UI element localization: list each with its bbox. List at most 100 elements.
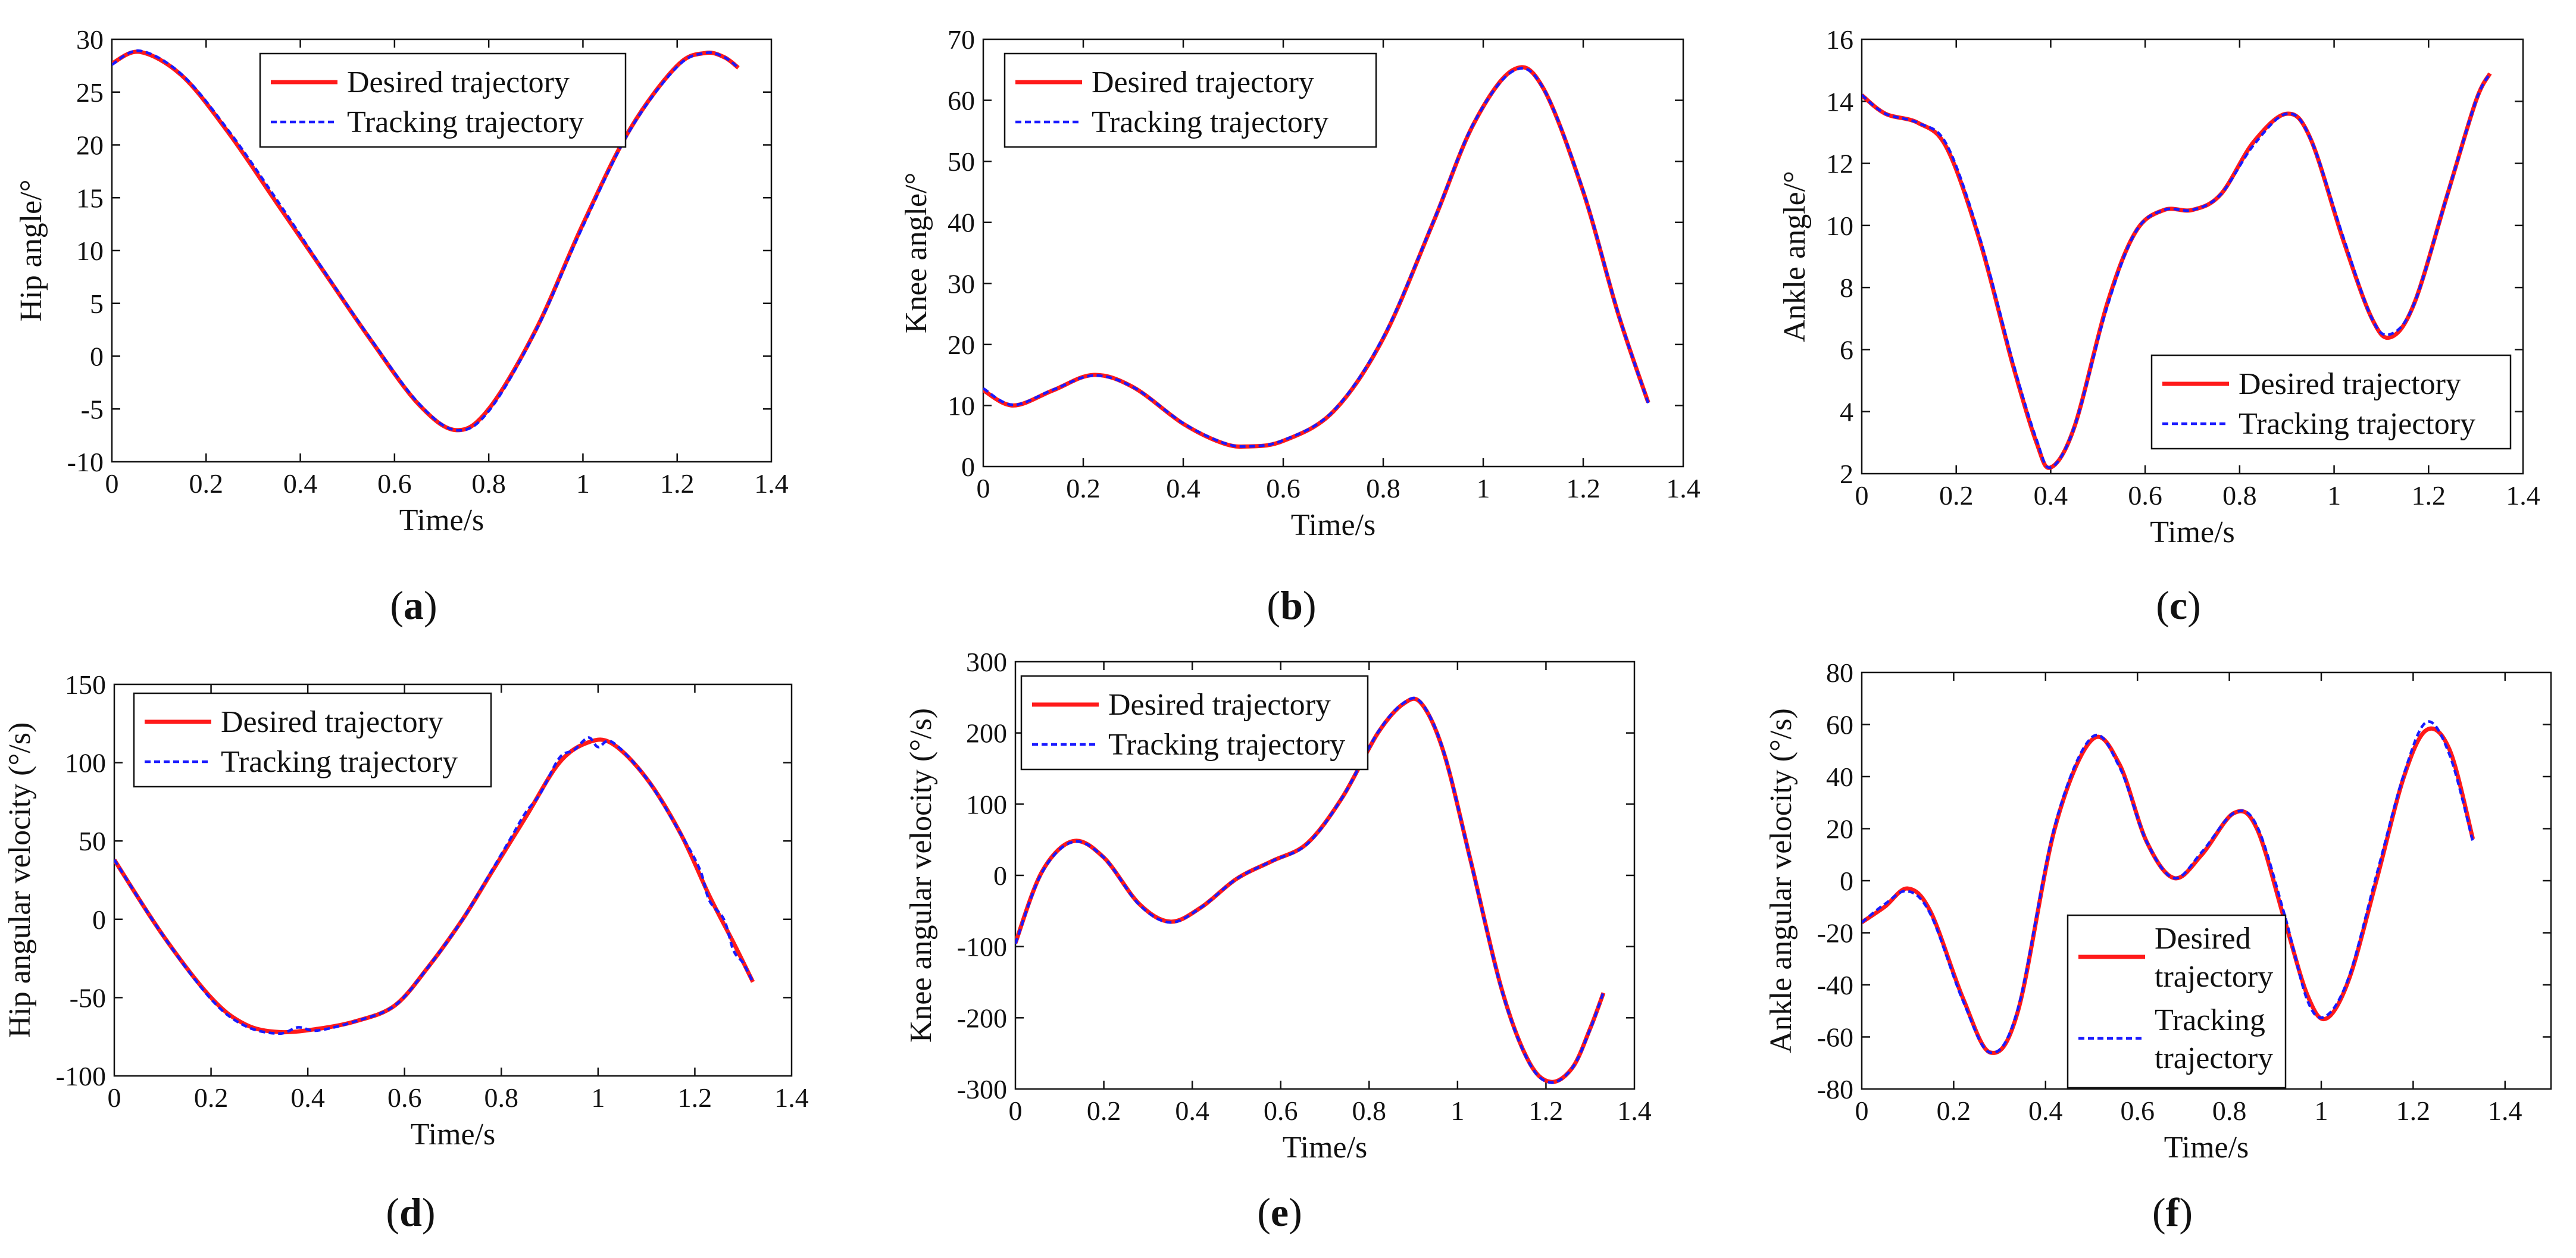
legend-label-tracking: Tracking trajectory (1092, 105, 1328, 139)
x-tick-label: 1.4 (1666, 473, 1700, 503)
x-tick-label: 1 (2315, 1096, 2328, 1126)
y-tick-label: 60 (948, 86, 975, 116)
chart-panel-e: 0 0.2 0.4 0.6 0.8 1 1.2 1.4 -300 -200 -100 0 100 200 3… (904, 647, 1652, 1235)
x-tick-label: 0.8 (484, 1082, 519, 1113)
y-tick-label: 0 (993, 860, 1007, 891)
x-tick-label: 0 (1855, 1096, 1869, 1126)
y-tick-label: 5 (90, 289, 104, 319)
series-desired-line (112, 49, 740, 433)
legend-box (1020, 675, 1369, 771)
legend-label-tracking: Tracking trajectory (1108, 728, 1345, 762)
y-tick-label: 0 (961, 452, 975, 482)
series-tracking-line (1862, 720, 2474, 1054)
y-tick-label: 70 (948, 24, 975, 55)
x-axis-label: Time/s (2150, 515, 2235, 549)
x-tick-label: 0 (108, 1082, 121, 1113)
panel-caption-d: (d) (386, 1190, 435, 1235)
x-tick-label: 1.4 (774, 1082, 809, 1113)
x-tick-label: 1 (576, 468, 590, 499)
legend-box (1003, 52, 1377, 148)
y-axis-label: Ankle angle/° (1778, 171, 1812, 342)
legend: Desired trajectory Tracking trajectory (2067, 914, 2287, 1089)
x-tick-label: 1.4 (1617, 1096, 1652, 1126)
legend-label-tracking: Tracking trajectory (347, 105, 584, 139)
x-tick-label: 0.6 (377, 468, 412, 499)
y-tick-label: 2 (1840, 459, 1853, 489)
y-tick-label: -5 (81, 394, 104, 424)
legend-box (2150, 354, 2512, 450)
y-tick-label: 100 (65, 748, 106, 778)
y-tick-label: 300 (966, 647, 1007, 677)
x-tick-label: 0 (1009, 1096, 1023, 1126)
y-tick-label: 20 (948, 330, 975, 360)
y-tick-label: 100 (966, 789, 1007, 819)
x-axis-label: Time/s (411, 1118, 496, 1151)
y-tick-label: 50 (948, 146, 975, 177)
x-tick-label: 1.2 (678, 1082, 712, 1113)
y-tick-label: 0 (90, 342, 104, 372)
y-tick-label: 10 (948, 390, 975, 421)
legend: Desired trajectory Tracking trajectory (133, 692, 492, 788)
x-tick-label: 1.4 (2506, 480, 2540, 511)
panel-caption-c: (c) (2156, 583, 2201, 628)
x-tick-label: 1.2 (660, 468, 695, 499)
y-tick-label: -300 (957, 1074, 1007, 1104)
x-axis-label: Time/s (2164, 1131, 2249, 1165)
y-tick-label: 8 (1840, 273, 1853, 303)
x-tick-label: 1.2 (2412, 480, 2446, 511)
legend-box (2067, 914, 2287, 1089)
x-tick-label: 0.4 (2034, 480, 2068, 511)
y-axis-label: Hip angular velocity (°/s) (3, 722, 37, 1038)
x-tick-label: 0.4 (283, 468, 318, 499)
y-tick-label: 25 (76, 77, 104, 108)
x-tick-label: 0.2 (1066, 473, 1101, 503)
y-tick-label: 40 (1826, 762, 1853, 792)
y-axis-label: Hip angle/° (14, 180, 48, 322)
chart-panel-c: 0 0.2 0.4 0.6 0.8 1 1.2 1.4 2 4 6 8 10 12 14 16 Time/s An… (1778, 24, 2540, 628)
x-tick-label: 0.6 (1264, 1096, 1298, 1126)
x-tick-label: 1.2 (1566, 473, 1600, 503)
y-tick-label: -200 (957, 1003, 1007, 1033)
y-tick-label: 150 (65, 669, 106, 700)
y-tick-label: 30 (76, 24, 104, 55)
x-tick-label: 0.8 (2212, 1096, 2247, 1126)
x-tick-label: 0.2 (194, 1082, 229, 1113)
x-tick-label: 0.8 (2222, 480, 2257, 511)
y-tick-label: 16 (1826, 24, 1853, 55)
legend-label-tracking-line2: trajectory (2155, 1041, 2273, 1075)
legend-label-desired: Desired trajectory (221, 705, 443, 739)
y-tick-label: -10 (67, 447, 104, 477)
x-tick-label: 1.2 (1529, 1096, 1564, 1126)
y-tick-label: -60 (1817, 1022, 1853, 1053)
x-tick-label: 0 (977, 473, 990, 503)
series-tracking-line (1015, 696, 1605, 1084)
legend-label-desired: Desired trajectory (1092, 65, 1314, 99)
axes-box (1861, 38, 2524, 475)
y-tick-label: 40 (948, 208, 975, 238)
y-tick-label: 20 (76, 130, 104, 161)
x-tick-label: 0.2 (1937, 1096, 1971, 1126)
y-tick-label: 6 (1840, 334, 1853, 365)
y-tick-label: 15 (76, 183, 104, 213)
y-tick-label: 30 (948, 268, 975, 299)
x-tick-label: 0 (1855, 480, 1869, 511)
x-tick-label: 1 (1450, 1096, 1464, 1126)
series-tracking-line (983, 67, 1650, 448)
y-tick-label: 60 (1826, 710, 1853, 740)
legend-label-tracking: Tracking trajectory (221, 745, 458, 779)
panel-caption-a: (a) (390, 583, 437, 628)
y-tick-label: -40 (1817, 970, 1853, 1000)
legend: Desired trajectory Tracking trajectory (1020, 675, 1369, 771)
y-tick-label: 0 (92, 905, 106, 935)
axes-box (113, 683, 793, 1077)
y-tick-label: 50 (79, 826, 106, 856)
legend-label-desired: Desired trajectory (2239, 367, 2461, 401)
series-tracking-line (1862, 73, 2491, 470)
chart-panel-d: 0 0.2 0.4 0.6 0.8 1 1.2 1.4 -100 -50 0 50 100 150 Time… (3, 669, 809, 1235)
x-tick-label: 1.2 (2396, 1096, 2431, 1126)
y-tick-label: -100 (957, 932, 1007, 962)
x-tick-label: 1 (591, 1082, 605, 1113)
x-tick-label: 0.2 (189, 468, 224, 499)
panel-caption-b: (b) (1267, 583, 1316, 628)
